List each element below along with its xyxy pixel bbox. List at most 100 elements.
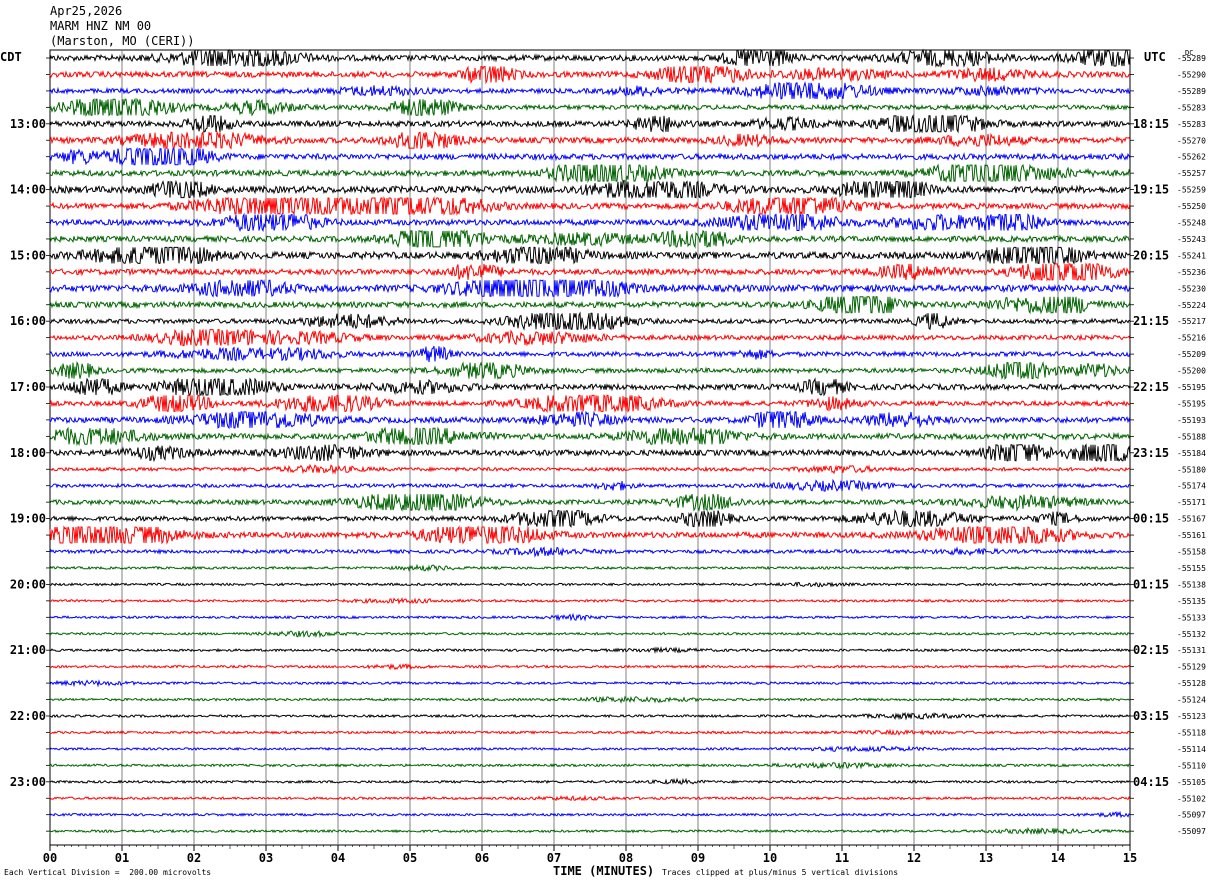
- right-hour-label: 21:15: [1133, 314, 1169, 328]
- dc-offset-label: -55290: [1177, 70, 1206, 79]
- seismic-trace: [49, 443, 1131, 463]
- dc-offset-label: -55097: [1177, 811, 1206, 820]
- seismic-trace: [49, 478, 1130, 493]
- dc-offset-label: -55250: [1177, 202, 1206, 211]
- seismic-trace: [49, 394, 1131, 414]
- dc-offset-label: -55138: [1177, 580, 1206, 589]
- dc-offset-label: -55289: [1177, 87, 1206, 96]
- seismic-trace: [49, 278, 1131, 299]
- dc-offset-label: -55118: [1177, 728, 1206, 737]
- dc-offset-label: -55216: [1177, 334, 1206, 343]
- dc-offset-label: -55180: [1177, 465, 1206, 474]
- seismic-trace: [49, 794, 1131, 802]
- dc-offset-label: -55236: [1177, 268, 1206, 277]
- seismic-trace: [49, 761, 1131, 770]
- right-hour-label: 22:15: [1133, 380, 1169, 394]
- left-hour-label: 13:00: [10, 117, 46, 131]
- right-hour-label: 03:15: [1133, 709, 1169, 723]
- dc-offset-label: -55283: [1177, 103, 1206, 112]
- dc-offset-label: -55124: [1177, 696, 1206, 705]
- seismic-trace: [49, 581, 1131, 588]
- dc-offset-label: -55283: [1177, 120, 1206, 129]
- seismic-traces: [49, 48, 1131, 836]
- seismic-trace: [49, 48, 1131, 68]
- seismic-trace: [49, 212, 1131, 233]
- x-tick-label: 03: [259, 851, 273, 865]
- dc-offset-label: -55188: [1177, 432, 1206, 441]
- seismic-trace: [49, 563, 1131, 573]
- dc-offset-label: -55257: [1177, 169, 1206, 178]
- chart-station: MARM HNZ NM 00: [50, 19, 152, 33]
- left-hour-label: 15:00: [10, 248, 46, 262]
- left-hour-label: 19:00: [10, 512, 46, 526]
- right-hour-label: 04:15: [1133, 775, 1169, 789]
- seismic-trace: [49, 163, 1131, 184]
- right-hour-label: 18:15: [1133, 117, 1169, 131]
- dc-offset-label: -55230: [1177, 284, 1206, 293]
- x-tick-label: 14: [1051, 851, 1065, 865]
- seismic-trace: [49, 711, 1131, 721]
- seismic-trace: [49, 745, 1131, 753]
- seismic-trace: [49, 360, 1131, 380]
- seismic-trace: [49, 81, 1131, 101]
- x-tick-label: 07: [547, 851, 561, 865]
- left-hour-label: 22:00: [10, 709, 46, 723]
- seismic-trace: [49, 146, 1131, 167]
- seismic-trace: [49, 113, 1131, 134]
- seismic-trace: [49, 426, 1131, 447]
- dc-offset-label: -55114: [1177, 745, 1206, 754]
- dc-offset-label: -55097: [1177, 827, 1206, 836]
- dc-offset-label: -55209: [1177, 350, 1206, 359]
- x-tick-label: 15: [1123, 851, 1137, 865]
- dc-offset-label: -55217: [1177, 317, 1206, 326]
- left-hour-label: 16:00: [10, 314, 46, 328]
- seismic-trace: [49, 245, 1131, 265]
- seismic-trace: [49, 728, 1131, 736]
- seismic-trace: [49, 130, 1131, 150]
- left-timezone-label: CDT: [0, 50, 22, 64]
- seismic-trace: [49, 327, 1131, 347]
- dc-offset-label: -55110: [1177, 761, 1206, 770]
- dc-offset-label: -55158: [1177, 548, 1206, 557]
- seismic-trace: [49, 662, 1131, 671]
- right-hour-label: 01:15: [1133, 577, 1169, 591]
- seismic-trace: [49, 826, 1131, 836]
- dc-label: DC: [1185, 49, 1194, 57]
- seismic-trace: [49, 525, 1131, 545]
- seismic-trace: [49, 546, 1131, 558]
- axis-labels: 00 01 02 03 04 05 06 07 08 09 10 11 12 13 14 15 -55289 -5…: [10, 54, 1206, 865]
- left-hour-label: 20:00: [10, 577, 46, 591]
- dc-offset-label: -55262: [1177, 153, 1206, 162]
- left-hour-label: 17:00: [10, 380, 46, 394]
- seismic-trace: [49, 377, 1131, 397]
- right-hour-label: 19:15: [1133, 183, 1169, 197]
- dc-offset-label: -55167: [1177, 515, 1206, 524]
- seismic-trace: [49, 463, 1131, 475]
- right-hour-label: 23:15: [1133, 446, 1169, 460]
- seismic-trace: [49, 777, 1131, 785]
- seismic-trace: [49, 509, 1131, 528]
- seismic-trace: [49, 65, 1131, 85]
- dc-offset-label: -55161: [1177, 531, 1206, 540]
- seismic-trace: [49, 179, 1131, 200]
- x-tick-label: 00: [43, 851, 57, 865]
- seismic-trace: [49, 679, 1131, 688]
- dc-offset-label: -55155: [1177, 564, 1206, 573]
- right-hour-label: 00:15: [1133, 512, 1169, 526]
- seismic-trace: [49, 296, 1131, 315]
- dc-offset-label: -55105: [1177, 778, 1206, 787]
- left-hour-label: 18:00: [10, 446, 46, 460]
- dc-offset-label: -55243: [1177, 235, 1206, 244]
- seismic-trace: [49, 597, 1131, 605]
- dc-offset-label: -55129: [1177, 663, 1206, 672]
- chart-location: (Marston, MO (CERI)): [50, 34, 195, 48]
- dc-offset-label: -55123: [1177, 712, 1206, 721]
- dc-offset-label: -55200: [1177, 367, 1206, 376]
- x-tick-label: 04: [331, 851, 345, 865]
- dc-offset-label: -55248: [1177, 219, 1206, 228]
- dc-offset-label: -55224: [1177, 301, 1206, 310]
- x-tick-label: 12: [907, 851, 921, 865]
- x-tick-label: 06: [475, 851, 489, 865]
- dc-offset-label: -55270: [1177, 136, 1206, 145]
- scale-note: Each Vertical Division = 200.00 microvol…: [4, 868, 212, 877]
